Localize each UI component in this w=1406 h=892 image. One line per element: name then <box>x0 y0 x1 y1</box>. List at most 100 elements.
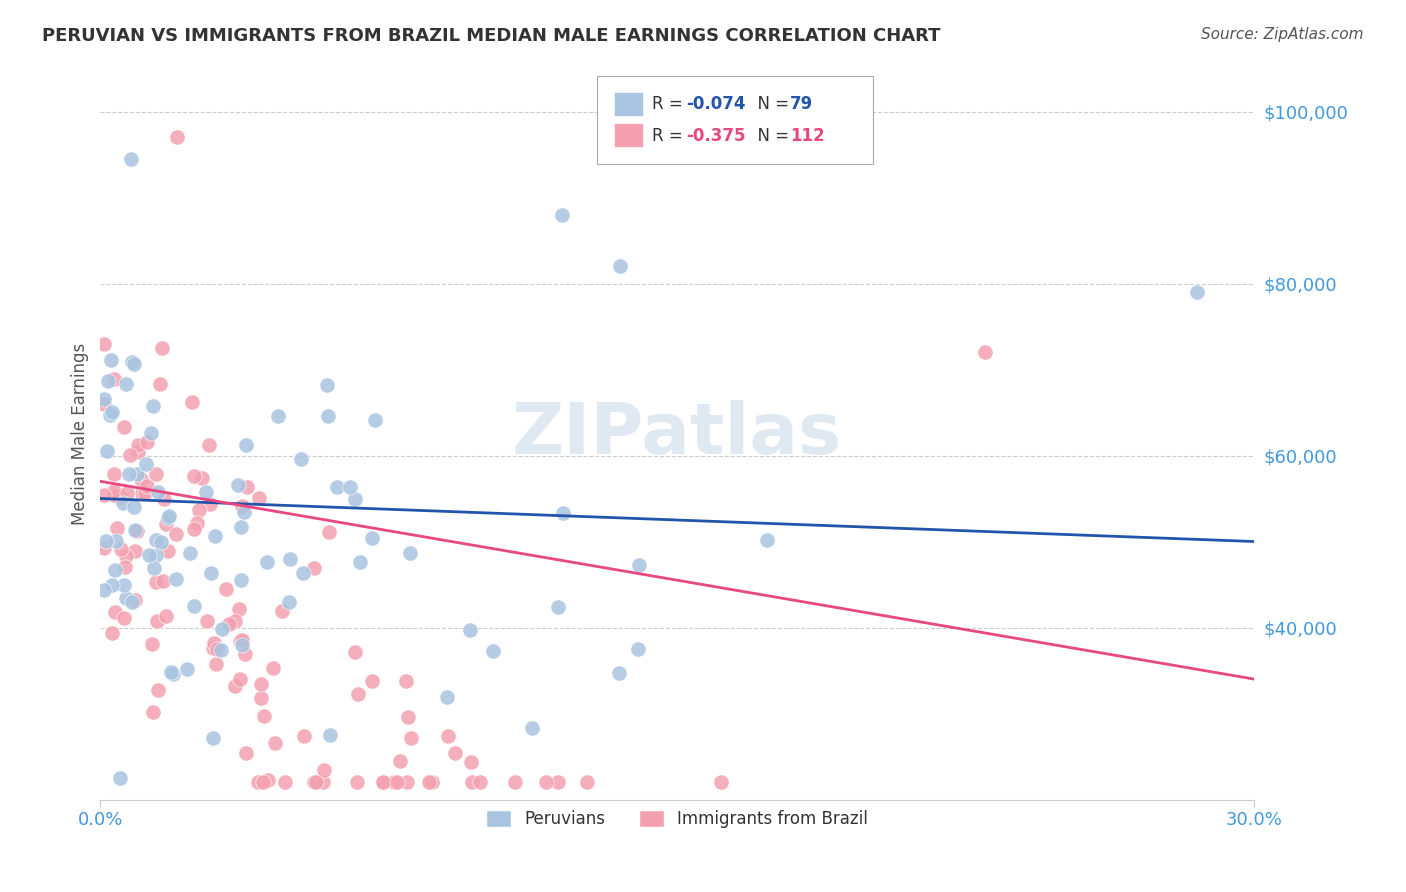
Immigrants from Brazil <box>235 746 257 760</box>
Immigrants from Brazil <box>247 491 270 505</box>
Immigrants from Brazil <box>437 730 460 744</box>
Text: PERUVIAN VS IMMIGRANTS FROM BRAZIL MEDIAN MALE EARNINGS CORRELATION CHART: PERUVIAN VS IMMIGRANTS FROM BRAZIL MEDIA… <box>42 27 941 45</box>
Immigrants from Brazil <box>231 633 253 648</box>
Immigrants from Brazil <box>312 775 335 789</box>
Peruvians <box>628 558 651 572</box>
Peruvians <box>553 506 575 520</box>
Peruvians <box>360 531 382 545</box>
Immigrants from Brazil <box>302 775 325 789</box>
Immigrants from Brazil <box>461 775 484 789</box>
Peruvians <box>364 413 387 427</box>
Bar <box>614 92 643 116</box>
Peruvians <box>121 355 143 369</box>
Peruvians <box>105 533 128 548</box>
Immigrants from Brazil <box>292 730 315 744</box>
Peruvians <box>256 555 278 569</box>
Peruvians <box>233 505 256 519</box>
Immigrants from Brazil <box>346 775 368 789</box>
Bar <box>614 123 643 147</box>
Peruvians <box>326 480 349 494</box>
Immigrants from Brazil <box>156 544 179 558</box>
Peruvians <box>124 523 146 537</box>
Immigrants from Brazil <box>389 754 412 768</box>
Text: R =: R = <box>652 95 688 112</box>
Peruvians <box>122 500 145 515</box>
Peruvians <box>627 641 650 656</box>
Immigrants from Brazil <box>418 775 440 789</box>
Immigrants from Brazil <box>110 490 132 504</box>
Peruvians <box>124 357 146 371</box>
Peruvians <box>316 378 339 392</box>
Immigrants from Brazil <box>547 775 569 789</box>
Immigrants from Brazil <box>103 467 125 482</box>
Peruvians <box>204 529 226 543</box>
Peruvians <box>165 572 187 586</box>
Text: R =: R = <box>652 127 688 145</box>
Immigrants from Brazil <box>262 661 284 675</box>
Immigrants from Brazil <box>150 342 173 356</box>
Immigrants from Brazil <box>127 444 149 458</box>
Text: N =: N = <box>747 95 794 112</box>
Peruvians <box>157 509 180 524</box>
Immigrants from Brazil <box>103 484 125 499</box>
Peruvians <box>142 399 165 413</box>
Text: 79: 79 <box>790 95 814 112</box>
Immigrants from Brazil <box>93 336 115 351</box>
Peruvians <box>110 771 132 785</box>
Immigrants from Brazil <box>180 394 202 409</box>
Immigrants from Brazil <box>101 626 124 640</box>
Immigrants from Brazil <box>710 775 733 789</box>
Peruvians <box>202 731 225 746</box>
Immigrants from Brazil <box>198 438 221 452</box>
Peruvians <box>145 548 167 562</box>
Peruvians <box>115 591 138 606</box>
Immigrants from Brazil <box>131 486 153 500</box>
Immigrants from Brazil <box>274 775 297 789</box>
Immigrants from Brazil <box>263 735 285 749</box>
Immigrants from Brazil <box>187 502 209 516</box>
Immigrants from Brazil <box>134 486 156 500</box>
Peruvians <box>229 519 252 533</box>
Immigrants from Brazil <box>305 775 328 789</box>
Peruvians <box>139 426 162 441</box>
Immigrants from Brazil <box>205 657 228 671</box>
Peruvians <box>229 573 252 587</box>
FancyBboxPatch shape <box>596 76 873 163</box>
Immigrants from Brazil <box>165 527 187 541</box>
Peruvians <box>398 546 420 560</box>
Immigrants from Brazil <box>112 419 135 434</box>
Peruvians <box>339 481 361 495</box>
Peruvians <box>278 551 301 566</box>
Peruvians <box>176 662 198 676</box>
Immigrants from Brazil <box>115 485 138 500</box>
Peruvians <box>97 374 120 388</box>
Peruvians <box>609 260 631 274</box>
Immigrants from Brazil <box>444 746 467 760</box>
Peruvians <box>209 643 232 657</box>
Peruvians <box>145 533 167 548</box>
Immigrants from Brazil <box>118 448 141 462</box>
Peruvians <box>93 583 115 598</box>
Text: N =: N = <box>747 127 794 145</box>
Immigrants from Brazil <box>103 488 125 502</box>
Immigrants from Brazil <box>382 775 405 789</box>
Immigrants from Brazil <box>148 682 170 697</box>
Immigrants from Brazil <box>231 500 253 514</box>
Immigrants from Brazil <box>224 614 246 628</box>
Immigrants from Brazil <box>395 775 418 789</box>
Immigrants from Brazil <box>110 542 132 557</box>
Immigrants from Brazil <box>93 488 115 502</box>
Immigrants from Brazil <box>215 582 238 597</box>
Peruvians <box>211 623 233 637</box>
Peruvians <box>228 478 250 492</box>
Immigrants from Brazil <box>236 480 259 494</box>
Text: Source: ZipAtlas.com: Source: ZipAtlas.com <box>1201 27 1364 42</box>
Immigrants from Brazil <box>536 775 558 789</box>
Peruvians <box>146 485 169 500</box>
Peruvians <box>120 152 142 166</box>
Peruvians <box>436 690 458 704</box>
Immigrants from Brazil <box>103 372 125 386</box>
Immigrants from Brazil <box>125 524 148 538</box>
Peruvians <box>142 561 165 575</box>
Immigrants from Brazil <box>252 709 274 723</box>
